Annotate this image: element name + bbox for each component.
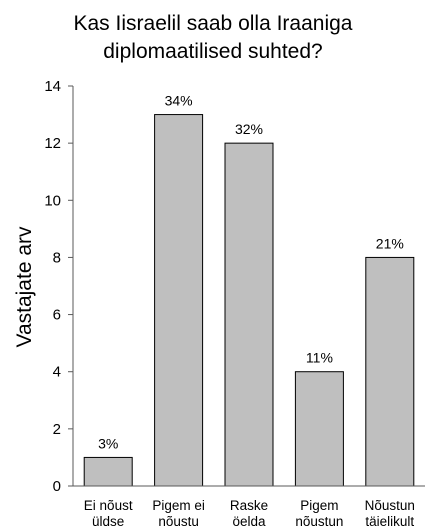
category-label: Pigem [300, 498, 338, 513]
category-label: Ei nõust [84, 498, 133, 513]
data-label: 21% [376, 235, 404, 251]
data-label: 3% [98, 435, 118, 451]
y-tick-label: 4 [53, 364, 61, 381]
y-tick-label: 10 [44, 192, 61, 209]
bar [83, 456, 133, 487]
y-tick-label: 2 [53, 421, 61, 438]
chart-title-line-1: Kas Iisraelil saab olla Iraaniga [74, 12, 353, 35]
y-tick-label: 0 [53, 478, 61, 495]
bars [83, 114, 415, 487]
bar [294, 371, 344, 487]
data-label: 11% [306, 350, 333, 366]
chart-title-line-2: diplomaatilised suhted? [103, 40, 322, 63]
category-label: öelda [232, 514, 266, 529]
bar [365, 256, 415, 487]
y-tick-label: 8 [53, 249, 61, 266]
category-label: Nõustun [365, 498, 415, 513]
y-axis-ticks: 0 2 4 6 8 10 12 14 [44, 78, 73, 495]
y-tick-label: 14 [44, 78, 61, 95]
category-label: üldse [92, 514, 124, 529]
category-label: nõustun [295, 514, 343, 529]
axes [72, 86, 425, 487]
bar [224, 142, 274, 487]
data-labels: 3% 34% 32% 11% 21% [98, 93, 404, 452]
y-tick-label: 6 [53, 307, 61, 324]
data-label: 32% [235, 121, 263, 137]
category-label: nõustu [158, 514, 199, 529]
category-label: Pigem ei [152, 498, 205, 513]
data-label: 34% [165, 93, 193, 109]
bar [154, 114, 204, 487]
category-label: Raske [230, 498, 268, 513]
category-label: täielikult [365, 514, 414, 529]
y-axis-label: Vastajate arv [13, 226, 36, 348]
y-tick-label: 12 [44, 135, 61, 152]
